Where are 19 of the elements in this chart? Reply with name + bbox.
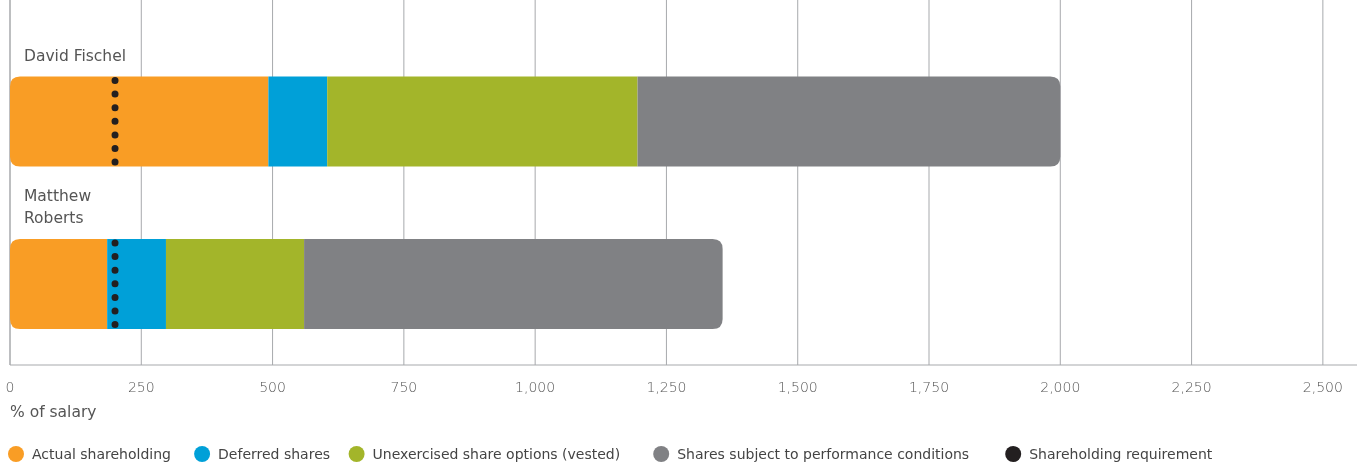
x-tick-label: 2,500 [1302,379,1343,395]
y-tick-label: David Fischel [24,46,127,65]
x-tick-label: 1,500 [777,379,818,395]
x-tick-label: 2,000 [1040,379,1081,395]
x-tick-label: 1,750 [908,379,950,395]
x-tick-label: 750 [390,379,418,395]
x-tick-label: 1,000 [515,379,556,395]
x-tick-label: 500 [259,379,286,395]
legend-label: Unexercised share options (vested) [372,446,621,462]
x-axis-title: % of salary [10,403,97,421]
legend-label: Actual shareholding [32,446,171,462]
legend-label: Deferred shares [218,446,331,462]
x-tick-label: 250 [127,379,155,395]
x-tick-label: 2,250 [1171,379,1212,395]
x-tick-label: 1,250 [646,379,687,395]
legend-label: Shareholding requirement [1029,446,1213,462]
legend-label: Shares subject to performance conditions [677,446,970,462]
x-tick-label: 0 [5,379,15,395]
y-tick-label: Matthew Roberts [24,187,92,227]
